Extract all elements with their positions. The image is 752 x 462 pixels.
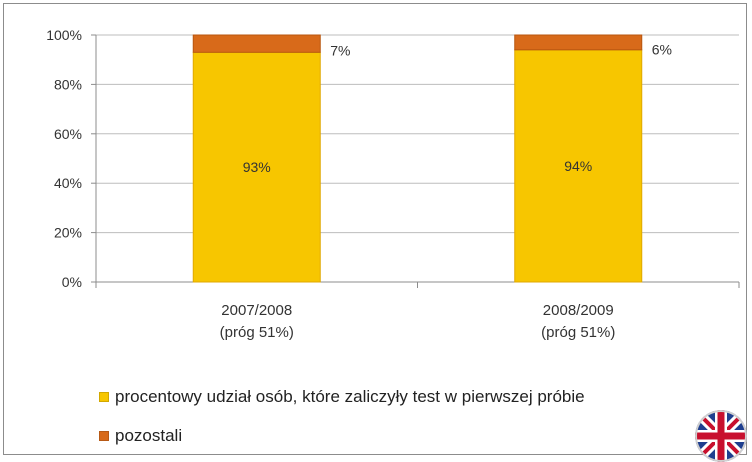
- data-label-passed: 94%: [564, 158, 592, 174]
- y-tick-label: 0%: [62, 274, 82, 290]
- data-label-passed: 93%: [243, 159, 271, 175]
- legend-swatch-passed: [99, 392, 109, 402]
- bar-passed: [514, 49, 643, 283]
- uk-flag-icon[interactable]: [695, 410, 747, 462]
- y-tick-label: 100%: [46, 27, 82, 43]
- bar-others: [192, 34, 321, 53]
- legend-item-others: pozostali: [99, 426, 182, 446]
- legend-item-passed: procentowy udział osób, które zaliczyły …: [99, 387, 585, 407]
- x-category-label: 2008/2009: [543, 302, 614, 319]
- y-tick-label: 40%: [54, 175, 82, 191]
- bar-others: [514, 34, 643, 51]
- x-category-label: (próg 51%): [220, 324, 294, 341]
- legend-label-others: pozostali: [115, 426, 183, 445]
- x-category-label: (próg 51%): [541, 324, 615, 341]
- x-category-label: 2007/2008: [221, 302, 292, 319]
- data-label-others: 6%: [652, 41, 672, 57]
- bar-passed: [192, 51, 321, 283]
- y-tick-label: 20%: [54, 225, 82, 241]
- legend-swatch-others: [99, 431, 109, 441]
- legend-label-passed: procentowy udział osób, które zaliczyły …: [115, 387, 585, 406]
- chart-frame: 0% 20% 40% 60% 80% 100% 93% 7% 2007/2008 (próg 51…: [3, 3, 747, 455]
- y-tick-label: 60%: [54, 126, 82, 142]
- y-tick-label: 80%: [54, 76, 82, 92]
- data-label-others: 7%: [330, 43, 350, 59]
- chart: 0% 20% 40% 60% 80% 100% 93% 7% 2007/2008 (próg 51…: [46, 27, 740, 341]
